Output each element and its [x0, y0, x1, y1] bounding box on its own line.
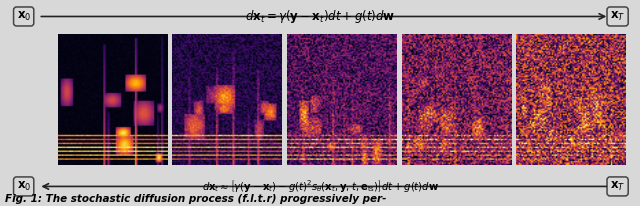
Text: $\mathbf{x}_0$: $\mathbf{x}_0$: [17, 10, 31, 23]
Text: $\mathbf{x}_0$: $\mathbf{x}_0$: [17, 180, 31, 193]
Text: $d\mathbf{x}_t = \gamma(\mathbf{y} - \mathbf{x}_t)dt + g(t)d\mathbf{w}$: $d\mathbf{x}_t = \gamma(\mathbf{y} - \ma…: [245, 8, 395, 25]
Text: $\mathbf{x}_T$: $\mathbf{x}_T$: [610, 180, 625, 193]
Text: $d\mathbf{x}_t \approx \left[\gamma(\mathbf{y} - \mathbf{x}_t) - g(t)^2 s_\theta: $d\mathbf{x}_t \approx \left[\gamma(\mat…: [202, 178, 438, 194]
Text: Fig. 1: The stochastic diffusion process (f.l.t.r) progressively per-: Fig. 1: The stochastic diffusion process…: [5, 194, 387, 204]
Text: $\mathbf{x}_T$: $\mathbf{x}_T$: [610, 10, 625, 23]
